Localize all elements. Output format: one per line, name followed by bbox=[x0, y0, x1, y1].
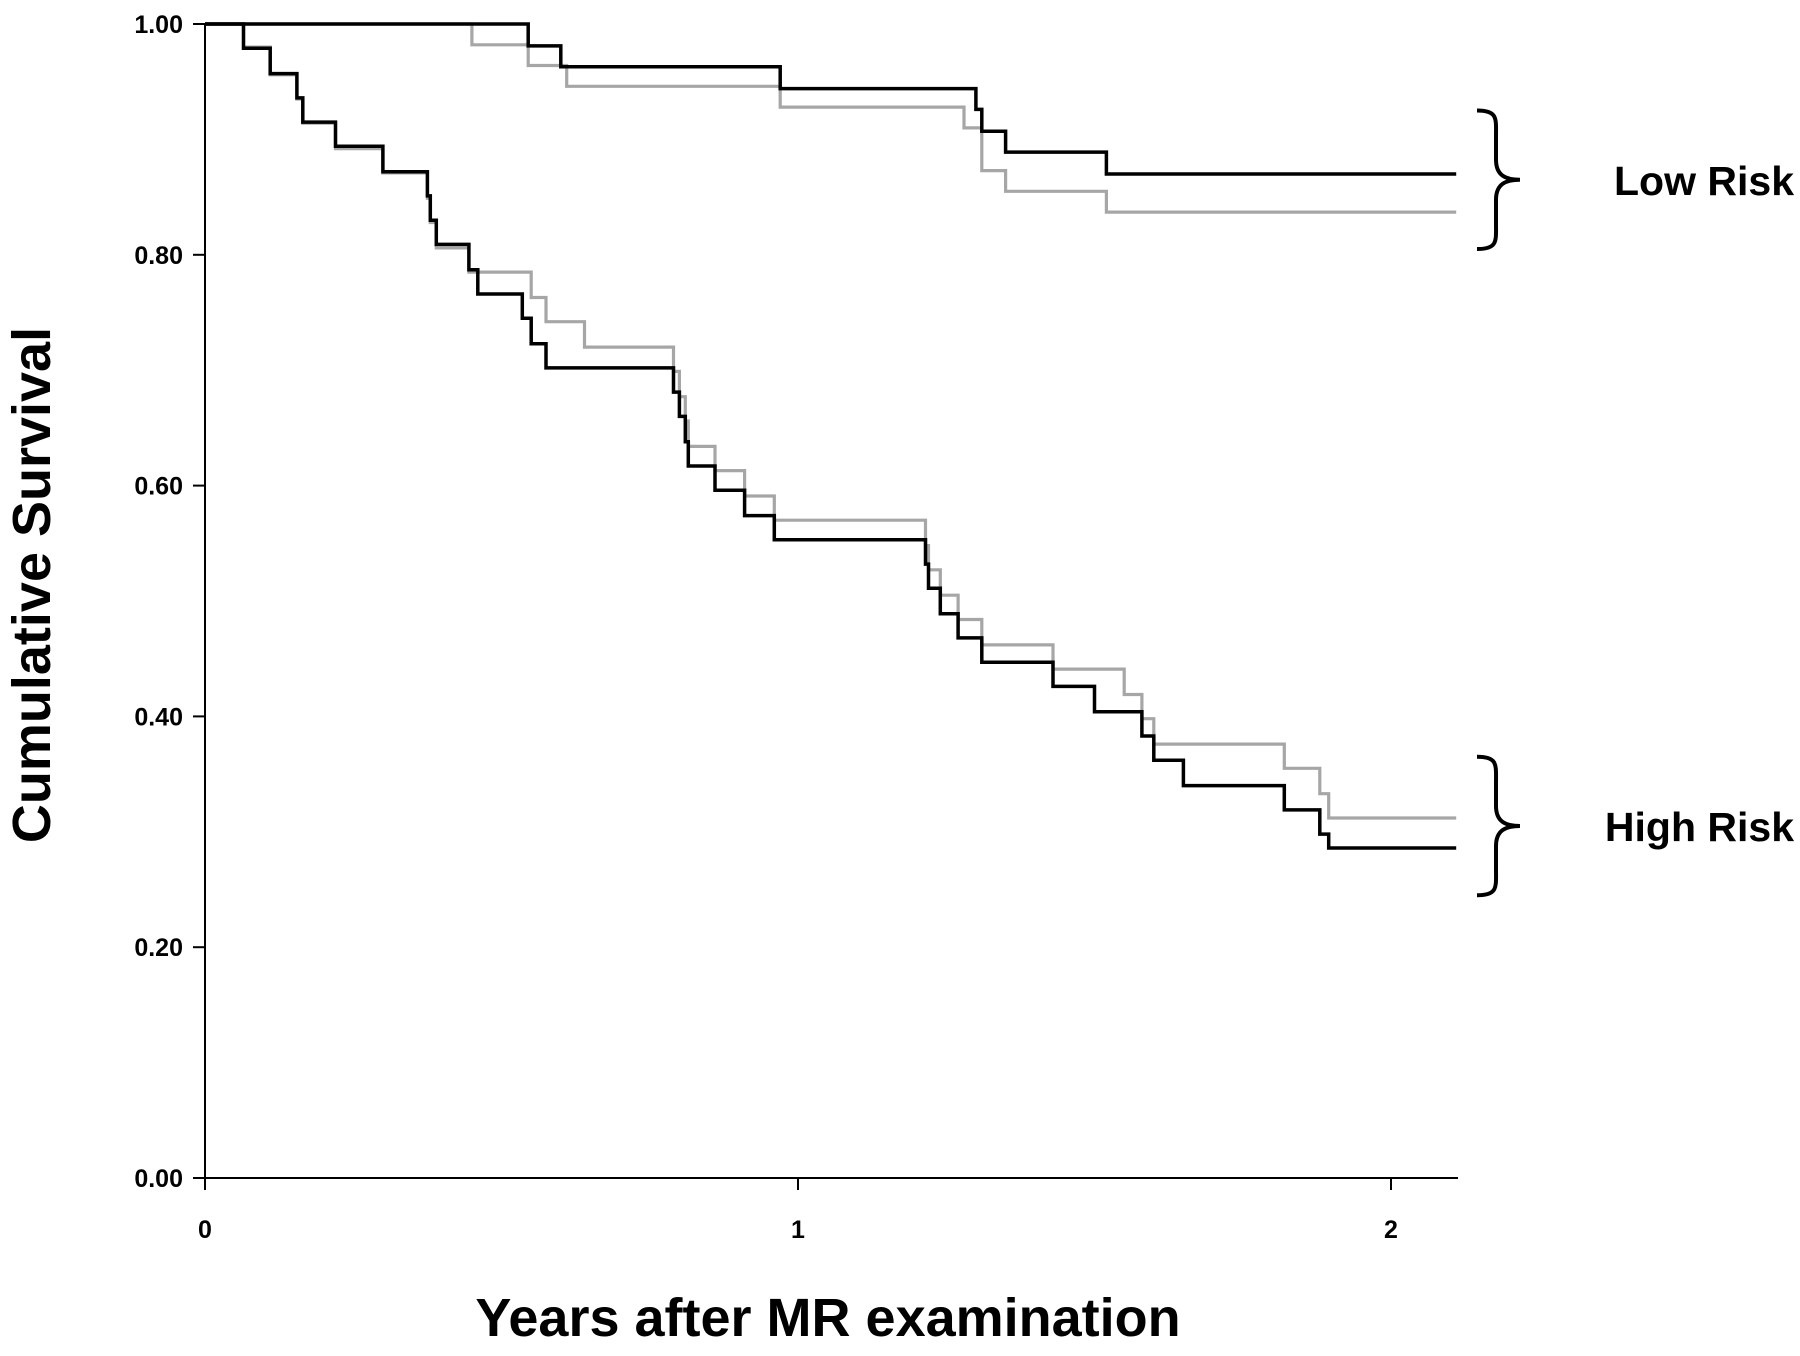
survival-curve-low-risk-black bbox=[205, 22, 1457, 176]
bracket-high-risk bbox=[1476, 754, 1521, 898]
bracket-low-risk bbox=[1476, 108, 1521, 252]
y-tick-label: 1.00 bbox=[134, 11, 183, 39]
survival-curve-low-risk-gray bbox=[205, 22, 1457, 214]
x-tick-label: 2 bbox=[1384, 1216, 1398, 1244]
y-tick-label: 0.60 bbox=[134, 473, 183, 501]
survival-curve-high-risk-black bbox=[205, 22, 1457, 850]
y-tick-label: 0.80 bbox=[134, 242, 183, 270]
y-tick-label: 0.40 bbox=[134, 703, 183, 731]
group-brackets: Low Risk High Risk bbox=[1476, 108, 1794, 898]
x-tick-label: 0 bbox=[198, 1216, 212, 1244]
y-tick-label: 0.00 bbox=[134, 1165, 183, 1193]
x-tick-label: 1 bbox=[791, 1216, 805, 1244]
axis-ticks: 0.00 0.20 0.40 0.60 0.80 1.00 0 1 2 bbox=[134, 11, 1398, 1244]
x-axis-title: Years after MR examination bbox=[475, 1288, 1180, 1348]
axes bbox=[204, 24, 1458, 1179]
y-tick-label: 0.20 bbox=[134, 934, 183, 962]
y-axis-title: Cumulative Survival bbox=[2, 327, 62, 843]
group-label-high-risk: High Risk bbox=[1605, 804, 1794, 850]
survival-curve-high-risk-gray bbox=[205, 22, 1457, 820]
group-label-low-risk: Low Risk bbox=[1614, 158, 1794, 204]
survival-curves bbox=[205, 22, 1457, 850]
